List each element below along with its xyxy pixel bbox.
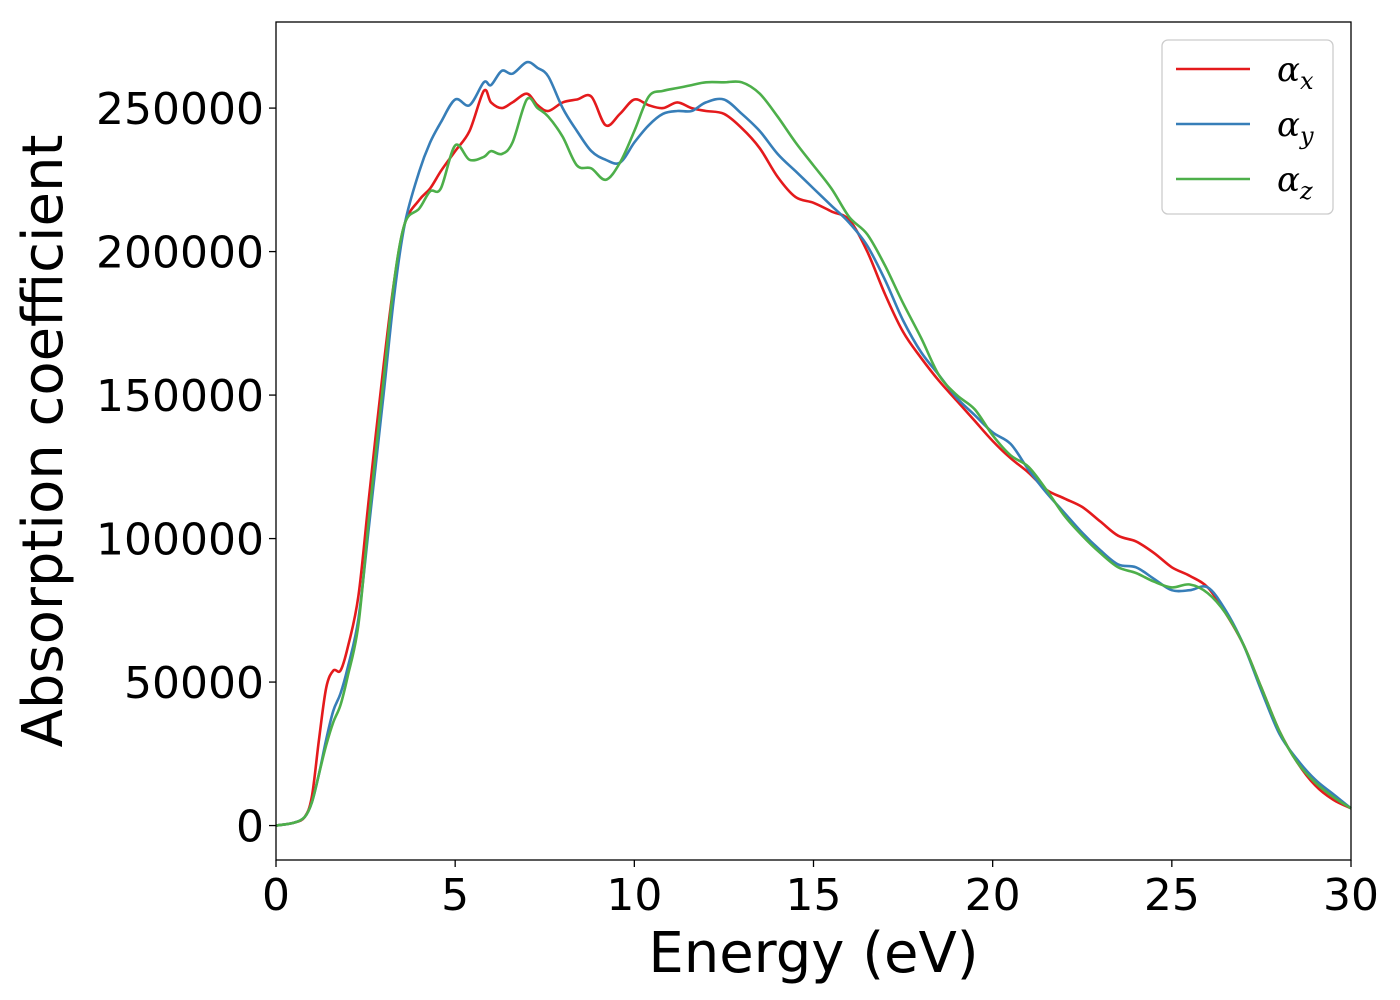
- x-tick-label: 0: [262, 870, 290, 921]
- x-tick-label: 15: [786, 870, 842, 921]
- series-line-y: [275, 60, 1352, 827]
- x-axis-ticks: 0 5 10 15 20 25 30: [262, 860, 1379, 921]
- x-axis-title: Energy (eV): [648, 921, 978, 986]
- y-tick-label: 100000: [96, 515, 264, 566]
- series-line-z: [275, 80, 1352, 827]
- y-tick-label: 0: [236, 802, 264, 853]
- x-tick-label: 30: [1323, 870, 1379, 921]
- y-tick-label: 200000: [96, 228, 264, 279]
- x-tick-label: 25: [1144, 870, 1200, 921]
- x-tick-label: 10: [606, 870, 662, 921]
- x-tick-label: 20: [965, 870, 1021, 921]
- y-tick-label: 150000: [96, 371, 264, 422]
- legend-box: [1161, 39, 1334, 215]
- series-lines: [275, 60, 1352, 827]
- y-axis-title: Absorption coefficient: [11, 135, 76, 748]
- y-tick-label: 250000: [96, 84, 264, 135]
- y-tick-label: 50000: [124, 658, 264, 709]
- x-tick-label: 5: [441, 870, 469, 921]
- y-axis-ticks: 0 50000 100000 150000 200000 250000: [96, 84, 276, 853]
